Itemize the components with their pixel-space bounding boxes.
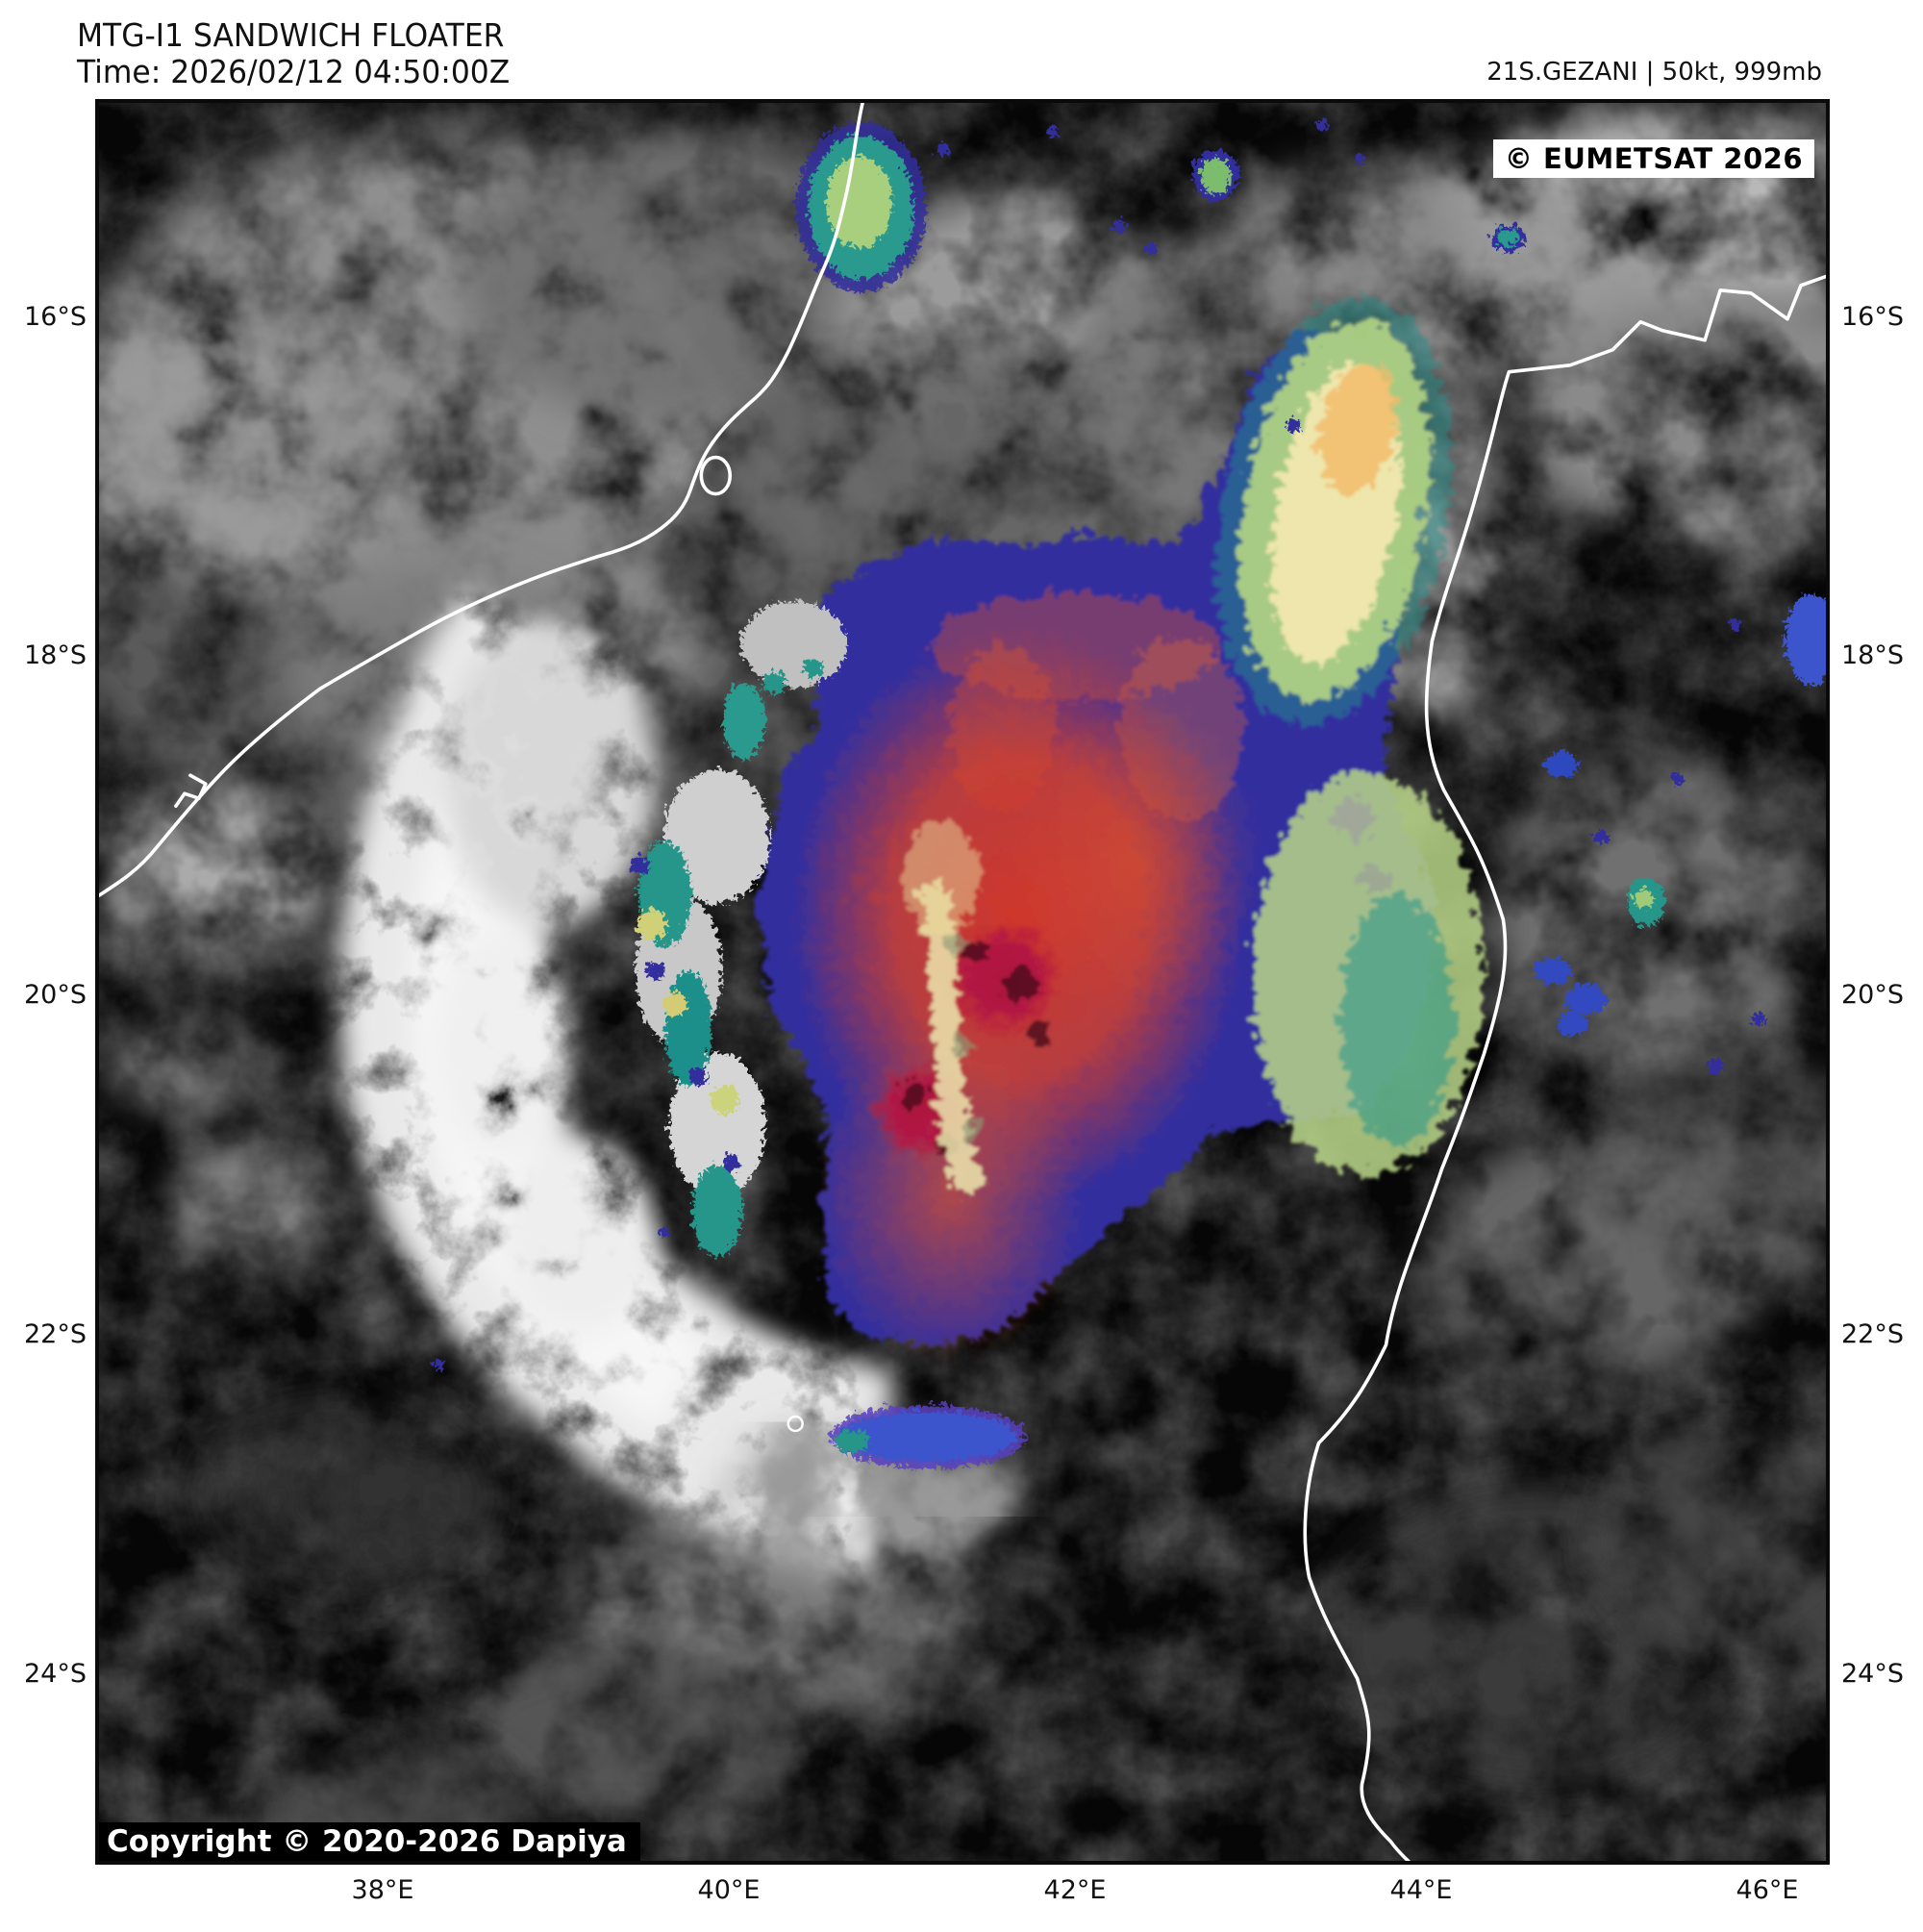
africa-coast-hook [174,773,208,808]
copyright-bar: Copyright © 2020-2026 Dapiya [99,1822,640,1861]
lat-label-left-24s: 24°S [24,1659,87,1689]
lat-label-left-22s: 22°S [24,1319,87,1349]
lon-label-42e: 42°E [1043,1875,1107,1905]
lat-label-left-18s: 18°S [24,640,87,670]
lat-label-right-22s: 22°S [1841,1319,1904,1349]
coastal-lagoon [699,455,733,496]
timestamp: Time: 2026/02/12 04:50:00Z [77,53,511,90]
africa-coastline [99,103,864,897]
lat-label-left-20s: 20°S [24,980,87,1010]
lat-label-left-16s: 16°S [24,302,87,332]
spiral-rainband [337,585,1022,1583]
page-title: MTG-I1 SANDWICH FLOATER [77,16,505,54]
storm-cold-cloud-overlay [747,290,1478,1357]
lat-label-right-20s: 20°S [1841,980,1904,1010]
west-edge-mottle [627,597,844,1254]
lat-label-right-24s: 24°S [1841,1659,1904,1689]
lon-label-46e: 46°E [1736,1875,1799,1905]
scattered-cold-specks [429,115,1826,1466]
satellite-image [99,103,1826,1861]
provider-badge: © EUMETSAT 2026 [1492,139,1814,178]
lat-label-right-16s: 16°S [1841,302,1904,332]
lon-label-38e: 38°E [351,1875,414,1905]
lon-label-44e: 44°E [1389,1875,1453,1905]
madagascar-coastline [1303,274,1826,1861]
lat-label-right-18s: 18°S [1841,640,1904,670]
title-block: MTG-I1 SANDWICH FLOATER Time: 2026/02/12… [77,17,533,90]
storm-annotation: 21S.GEZANI | 50kt, 999mb [1486,58,1822,87]
satellite-image-frame: © EUMETSAT 2026 Copyright © 2020-2026 Da… [95,99,1830,1865]
lon-label-40e: 40°E [697,1875,761,1905]
storm-center-marker [787,1415,804,1433]
coastlines [99,103,1826,1861]
